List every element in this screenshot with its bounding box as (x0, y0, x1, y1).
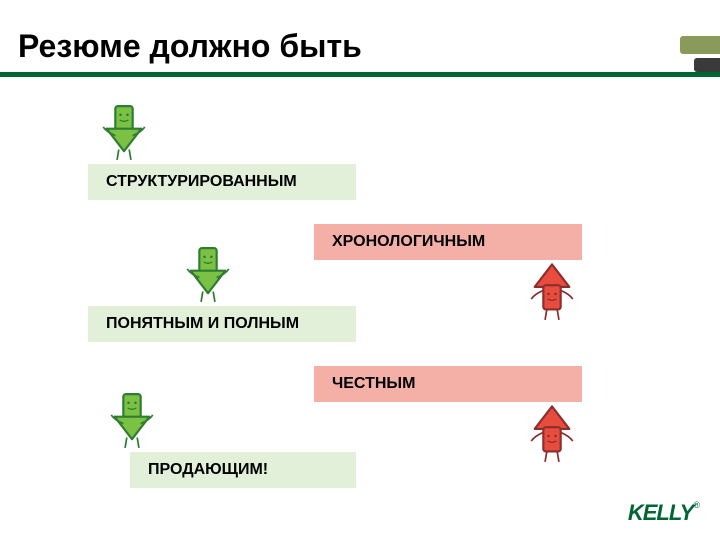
quality-label: ПОНЯТНЫМ И ПОЛНЫМ (106, 315, 299, 333)
decor-block (694, 58, 720, 72)
arrow-up-icon (526, 262, 578, 329)
kelly-logo: KELLY® (628, 500, 700, 526)
arrow-down-icon (106, 390, 158, 457)
quality-box: ПОНЯТНЫМ И ПОЛНЫМ (88, 306, 356, 342)
arrow-down-icon (182, 244, 234, 311)
quality-box: СТРУКТУРИРОВАННЫМ (88, 164, 356, 200)
page-title: Резюме должно быть (18, 28, 362, 65)
quality-label: ХРОНОЛОГИЧНЫМ (332, 233, 485, 251)
quality-label: СТРУКТУРИРОВАННЫМ (106, 173, 297, 191)
arrow-up-icon (526, 404, 578, 471)
decor-block (680, 36, 720, 54)
quality-box: ЧЕСТНЫМ (314, 366, 582, 402)
quality-box: ПРОДАЮЩИМ! (130, 452, 356, 488)
header-underline (0, 72, 720, 77)
arrow-down-icon (98, 102, 150, 169)
quality-label: ПРОДАЮЩИМ! (148, 461, 268, 479)
quality-label: ЧЕСТНЫМ (332, 375, 415, 393)
quality-box: ХРОНОЛОГИЧНЫМ (314, 224, 582, 260)
